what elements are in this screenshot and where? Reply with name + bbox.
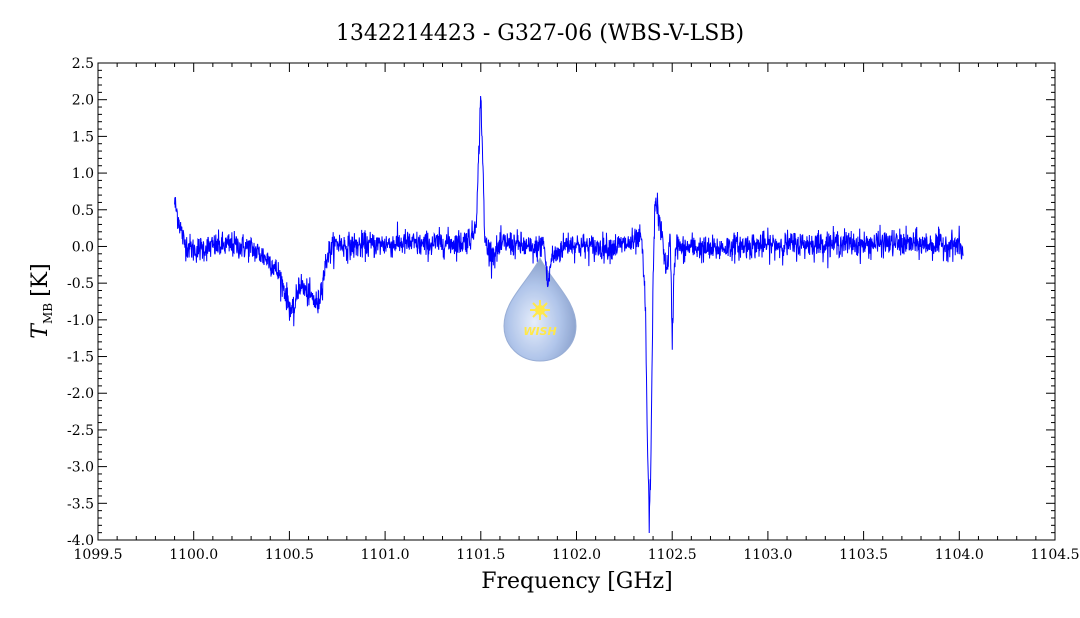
spectrum-series-line [174, 96, 964, 534]
y-tick-label: -2.5 [67, 423, 94, 439]
x-axis-label: Frequency [GHz] [481, 569, 673, 594]
chart-title: 1342214423 - G327-06 (WBS-V-LSB) [336, 21, 744, 46]
y-tick-label: -3.5 [67, 496, 94, 512]
x-tick-label: 1104.5 [1031, 547, 1080, 563]
y-tick-label: -1.0 [67, 313, 94, 329]
x-tick-label: 1099.5 [74, 547, 123, 563]
y-axis-label-symbol: T [28, 322, 53, 339]
x-tick-label: 1103.0 [743, 547, 792, 563]
y-tick-label: 0.0 [72, 239, 94, 255]
x-tick-label: 1101.5 [456, 547, 505, 563]
x-tick-label: 1101.0 [361, 547, 410, 563]
x-tick-label: 1102.0 [552, 547, 601, 563]
y-tick-label: 2.5 [72, 56, 94, 72]
y-axis: 2.5 2.0 1.5 1.0 0.5 0.0 -0.5 -1.0 -1.5 -2.0 -2.5 -3… [67, 56, 1055, 549]
y-axis-label: TMB [K] [28, 263, 55, 338]
wish-watermark: WISH [503, 256, 577, 362]
x-tick-label: 1102.5 [648, 547, 697, 563]
svg-text:TMB[K]: TMB [K] [28, 263, 55, 338]
y-tick-label: 1.5 [72, 129, 94, 145]
y-axis-label-subscript: MB [41, 303, 55, 324]
y-tick-label: -2.0 [67, 386, 94, 402]
star-icon [530, 300, 550, 320]
x-tick-label: 1104.0 [935, 547, 984, 563]
x-tick-label: 1103.5 [839, 547, 888, 563]
y-axis-label-unit: [K] [28, 263, 53, 297]
y-tick-label: 0.5 [72, 203, 94, 219]
plot-frame [97, 62, 1056, 541]
watermark-text: WISH [523, 325, 556, 338]
y-tick-label: -0.5 [67, 276, 94, 292]
x-axis: 1099.5 1100.0 1100.5 1101.0 1101.5 1102.0 1102… [74, 63, 1080, 563]
y-tick-label: -3.0 [67, 460, 94, 476]
x-tick-label: 1100.0 [169, 547, 218, 563]
y-tick-label: -1.5 [67, 350, 94, 366]
y-tick-label: 1.0 [72, 166, 94, 182]
y-tick-label: 2.0 [72, 93, 94, 109]
x-tick-label: 1100.5 [265, 547, 314, 563]
y-tick-label: -4.0 [67, 533, 94, 549]
